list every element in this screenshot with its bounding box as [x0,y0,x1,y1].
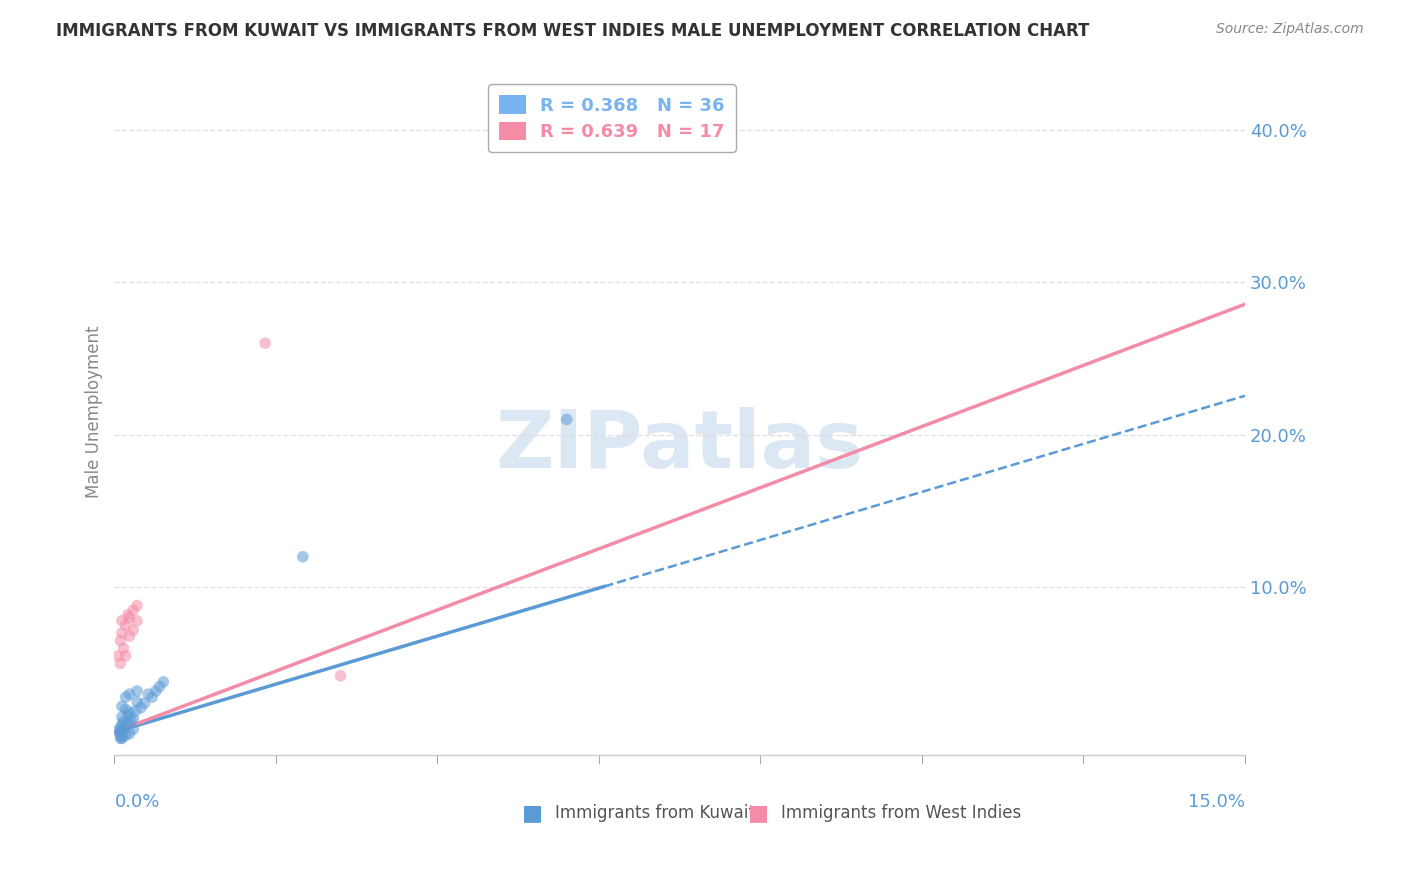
Point [125,684,148,698]
Point [118,706,141,720]
Text: Immigrants from Kuwait: Immigrants from Kuwait [555,805,755,822]
Point [291,549,314,564]
Point [145,684,167,698]
Text: Immigrants from West Indies: Immigrants from West Indies [782,805,1022,822]
Point [124,704,146,718]
Point [122,722,145,736]
Point [141,690,163,705]
Point [125,695,148,709]
Point [110,725,132,739]
Point [118,727,141,741]
Point [117,708,139,723]
Point [111,730,134,744]
Point [112,723,135,738]
Y-axis label: Male Unemployment: Male Unemployment [86,326,103,498]
Point [122,711,145,725]
Point [110,728,132,742]
Point [112,641,135,656]
Point [149,680,172,694]
Point [114,648,136,663]
Point [329,669,352,683]
Point [112,714,135,729]
Point [120,713,142,727]
Point [111,626,134,640]
Point [114,690,136,705]
Point [129,700,152,714]
Point [114,702,136,716]
Point [555,412,578,426]
Point [107,648,129,663]
Point [111,717,134,731]
Point [118,629,141,643]
Point [254,336,277,351]
Point [125,614,148,628]
Point [122,603,145,617]
Point [118,687,141,701]
Point [136,687,159,701]
Point [111,614,134,628]
Text: Source: ZipAtlas.com: Source: ZipAtlas.com [1216,22,1364,37]
Text: 0.0%: 0.0% [114,793,160,811]
Text: IMMIGRANTS FROM KUWAIT VS IMMIGRANTS FROM WEST INDIES MALE UNEMPLOYMENT CORRELAT: IMMIGRANTS FROM KUWAIT VS IMMIGRANTS FRO… [56,22,1090,40]
Text: 15.0%: 15.0% [1188,793,1244,811]
Point [122,623,145,637]
Point [110,633,132,648]
Text: ■: ■ [748,804,769,823]
Point [107,723,129,738]
Point [114,728,136,742]
Point [110,657,132,671]
Point [111,710,134,724]
Legend: R = 0.368   N = 36, R = 0.639   N = 17: R = 0.368 N = 36, R = 0.639 N = 17 [488,85,735,152]
Point [114,618,136,632]
Text: ■: ■ [522,804,543,823]
Point [111,731,134,746]
Point [110,731,132,746]
Point [117,607,139,622]
Point [125,599,148,613]
Point [152,674,174,689]
Text: ZIPatlas: ZIPatlas [495,407,863,485]
Point [117,716,139,731]
Point [111,699,134,714]
Point [110,721,132,735]
Point [114,719,136,733]
Point [134,696,156,710]
Point [118,611,141,625]
